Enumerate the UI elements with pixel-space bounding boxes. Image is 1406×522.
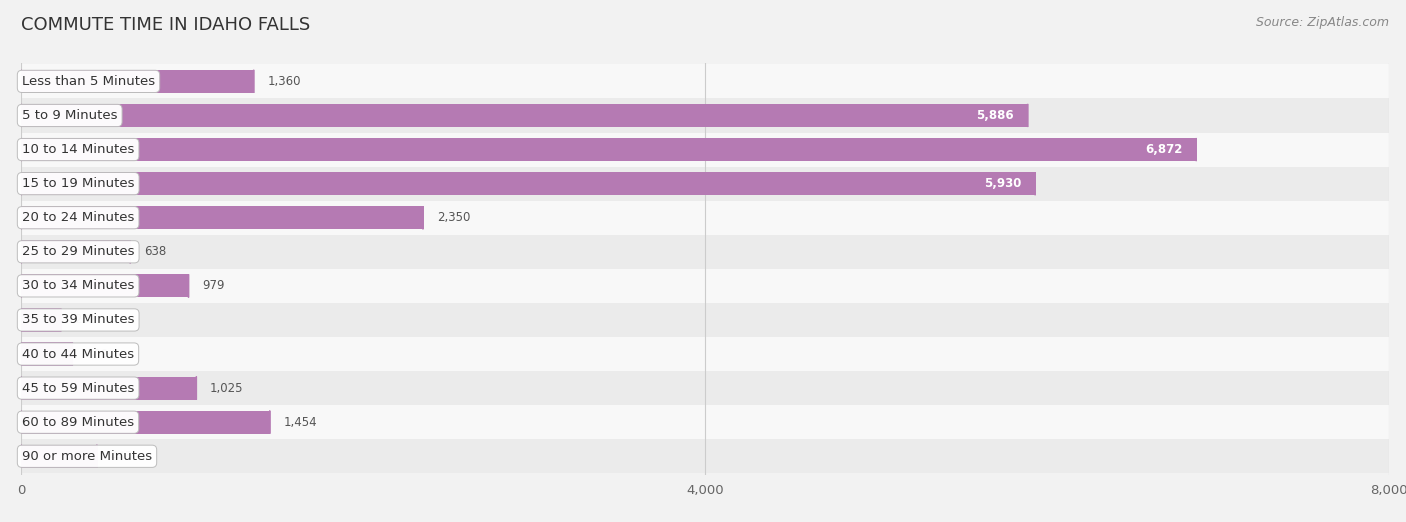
Text: 1,025: 1,025 <box>209 382 243 395</box>
Text: 45 to 59 Minutes: 45 to 59 Minutes <box>22 382 135 395</box>
Text: 5,886: 5,886 <box>976 109 1014 122</box>
Text: 10 to 14 Minutes: 10 to 14 Minutes <box>22 143 135 156</box>
Bar <box>21 274 188 298</box>
Bar <box>21 240 131 264</box>
Bar <box>21 445 97 468</box>
Text: 20 to 24 Minutes: 20 to 24 Minutes <box>22 211 135 224</box>
Text: 90 or more Minutes: 90 or more Minutes <box>22 450 152 463</box>
Bar <box>21 167 1389 200</box>
Text: 60 to 89 Minutes: 60 to 89 Minutes <box>22 416 134 429</box>
Bar <box>21 133 1389 167</box>
Bar <box>21 64 1389 99</box>
Text: 6,872: 6,872 <box>1144 143 1182 156</box>
Bar <box>21 376 197 400</box>
Text: 443: 443 <box>111 450 134 463</box>
Bar <box>21 172 1035 195</box>
Text: 300: 300 <box>86 348 108 361</box>
Bar <box>21 138 1197 161</box>
Text: 40 to 44 Minutes: 40 to 44 Minutes <box>22 348 134 361</box>
Bar <box>21 411 270 434</box>
Bar <box>21 235 1389 269</box>
Bar <box>21 303 1389 337</box>
Text: 25 to 29 Minutes: 25 to 29 Minutes <box>22 245 135 258</box>
Text: 30 to 34 Minutes: 30 to 34 Minutes <box>22 279 135 292</box>
Text: 5,930: 5,930 <box>984 177 1022 190</box>
Bar <box>21 99 1389 133</box>
Bar <box>21 337 1389 371</box>
Bar <box>21 104 1028 127</box>
Text: 2,350: 2,350 <box>437 211 470 224</box>
Text: 1,360: 1,360 <box>267 75 301 88</box>
Text: Source: ZipAtlas.com: Source: ZipAtlas.com <box>1256 16 1389 29</box>
Bar <box>21 200 1389 235</box>
Bar <box>21 70 253 93</box>
Text: 979: 979 <box>202 279 225 292</box>
Bar <box>21 371 1389 405</box>
Text: 232: 232 <box>75 313 97 326</box>
Bar <box>21 309 60 331</box>
Bar <box>21 269 1389 303</box>
Bar <box>21 405 1389 439</box>
Text: 15 to 19 Minutes: 15 to 19 Minutes <box>22 177 135 190</box>
Text: 638: 638 <box>143 245 166 258</box>
Bar <box>21 206 423 229</box>
Bar <box>21 439 1389 473</box>
Text: COMMUTE TIME IN IDAHO FALLS: COMMUTE TIME IN IDAHO FALLS <box>21 16 311 33</box>
Text: 5 to 9 Minutes: 5 to 9 Minutes <box>22 109 118 122</box>
Text: Less than 5 Minutes: Less than 5 Minutes <box>22 75 155 88</box>
Text: 35 to 39 Minutes: 35 to 39 Minutes <box>22 313 135 326</box>
Text: 1,454: 1,454 <box>284 416 316 429</box>
Bar <box>21 342 72 365</box>
